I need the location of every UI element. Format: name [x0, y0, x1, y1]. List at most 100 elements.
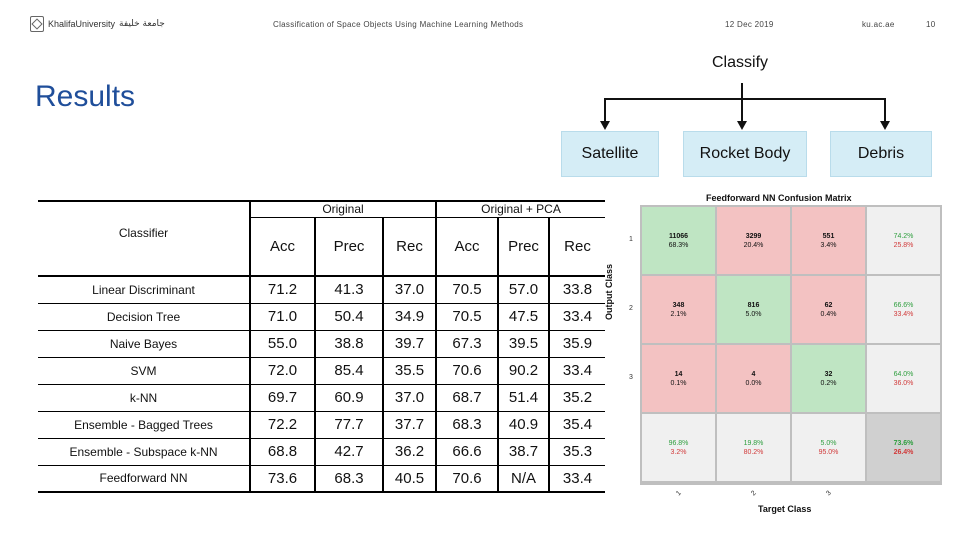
- metric-value: 71.2: [250, 275, 316, 303]
- logo-arabic-text: جامعة خليفة: [119, 19, 165, 29]
- cell-count: 14: [674, 370, 683, 378]
- metric-value: 39.5: [498, 329, 550, 357]
- cell-count: 551: [822, 232, 835, 240]
- cell-percent: 20.4%: [743, 241, 764, 249]
- confusion-cell: 5.0% 95.0%: [792, 414, 865, 481]
- class-box-satellite: Satellite: [561, 131, 659, 177]
- table-row: Feedforward NN 73.6 68.3 40.5 70.6 N/A 33.4: [38, 464, 605, 493]
- row-precision: 64.0%: [893, 370, 914, 378]
- confusion-cell: 14 0.1%: [642, 345, 715, 412]
- confusion-cell: 4 0.0%: [717, 345, 790, 412]
- class-box-debris: Debris: [830, 131, 932, 177]
- metric-header: Acc: [250, 217, 316, 276]
- metric-value: 90.2: [498, 356, 550, 384]
- classifier-name: k-NN: [38, 383, 251, 411]
- metric-value: 38.7: [498, 437, 550, 465]
- confusion-cell: 348 2.1%: [642, 276, 715, 343]
- cell-count: 62: [824, 301, 833, 309]
- confusion-cell: 64.0% 36.0%: [867, 345, 940, 412]
- cell-percent: 68.3%: [668, 241, 689, 249]
- cell-percent: 0.0%: [745, 379, 762, 387]
- table-row: k-NN 69.7 60.9 37.0 68.7 51.4 35.2: [38, 383, 605, 411]
- group-header-original-pca: Original + PCA: [436, 200, 605, 218]
- metric-value: 33.4: [549, 302, 605, 330]
- metric-value: 33.8: [549, 275, 605, 303]
- col-error: 95.0%: [818, 448, 839, 456]
- cell-percent: 3.4%: [820, 241, 837, 249]
- connector-line: [741, 98, 743, 122]
- classifier-name: SVM: [38, 356, 251, 384]
- table-row: Decision Tree 71.0 50.4 34.9 70.5 47.5 33.4: [38, 302, 605, 330]
- metric-header: Acc: [436, 217, 499, 276]
- diagram-root-label: Classify: [712, 54, 769, 71]
- table-metric-header-row: Acc Prec Rec Acc Prec Rec: [38, 217, 605, 276]
- metric-value: 60.9: [315, 383, 384, 411]
- cell-percent: 0.2%: [820, 379, 837, 387]
- cell-percent: 5.0%: [745, 310, 762, 318]
- presentation-date: 12 Dec 2019: [725, 20, 774, 29]
- x-class-label: 3: [825, 489, 833, 498]
- classifier-name: Ensemble - Subspace k-NN: [38, 437, 251, 465]
- overall-error: 26.4%: [893, 448, 914, 456]
- metric-value: 72.0: [250, 356, 316, 384]
- metric-value: 37.7: [383, 410, 437, 438]
- metric-value: 50.4: [315, 302, 384, 330]
- col-recall: 5.0%: [820, 439, 837, 447]
- table-group-header-row: Classifier Original Original + PCA: [38, 200, 605, 276]
- x-class-label: 1: [675, 489, 683, 498]
- metric-value: 72.2: [250, 410, 316, 438]
- confusion-cell: 73.6% 26.4%: [867, 414, 940, 481]
- metric-value: 35.2: [549, 383, 605, 411]
- metric-value: 38.8: [315, 329, 384, 357]
- metric-value: 37.0: [383, 383, 437, 411]
- row-error: 25.8%: [893, 241, 914, 249]
- cell-count: 3299: [745, 232, 762, 240]
- table-row: Ensemble - Subspace k-NN 68.8 42.7 36.2 66.6…: [38, 437, 605, 465]
- y-class-label: 1: [629, 236, 633, 243]
- confusion-matrix-title: Feedforward NN Confusion Matrix: [706, 193, 852, 203]
- metric-value: 66.6: [436, 437, 499, 465]
- cell-count: 348: [672, 301, 685, 309]
- metric-value: 34.9: [383, 302, 437, 330]
- metric-value: 35.3: [549, 437, 605, 465]
- metric-value: 39.7: [383, 329, 437, 357]
- cell-percent: 0.4%: [820, 310, 837, 318]
- col-error: 80.2%: [743, 448, 764, 456]
- logo-text: KhalifaUniversity: [48, 19, 116, 29]
- metric-value: 42.7: [315, 437, 384, 465]
- row-precision: 74.2%: [893, 232, 914, 240]
- col-recall: 19.8%: [743, 439, 764, 447]
- row-error: 36.0%: [893, 379, 914, 387]
- confusion-cell: 551 3.4%: [792, 207, 865, 274]
- table-row: SVM 72.0 85.4 35.5 70.6 90.2 33.4: [38, 356, 605, 384]
- y-class-label: 3: [629, 374, 633, 381]
- connector-line: [884, 98, 886, 122]
- metric-value: 71.0: [250, 302, 316, 330]
- group-header-original: Original: [250, 200, 437, 218]
- metric-value: 77.7: [315, 410, 384, 438]
- logo-icon: [30, 16, 44, 32]
- university-logo: KhalifaUniversity جامعة خليفة: [30, 16, 165, 32]
- arrow-icon: [737, 121, 747, 130]
- metric-value: 67.3: [436, 329, 499, 357]
- row-precision: 66.6%: [893, 301, 914, 309]
- metric-value: 68.7: [436, 383, 499, 411]
- table-row: Ensemble - Bagged Trees 72.2 77.7 37.7 68.3 4…: [38, 410, 605, 438]
- metric-value: 35.4: [549, 410, 605, 438]
- confusion-matrix-ylabel: Output Class: [604, 263, 614, 320]
- metric-value: 73.6: [250, 464, 316, 493]
- slide-title: Results: [35, 80, 136, 113]
- confusion-cell: 816 5.0%: [717, 276, 790, 343]
- metric-value: 69.7: [250, 383, 316, 411]
- y-class-label: 2: [629, 305, 633, 312]
- cell-percent: 0.1%: [670, 379, 687, 387]
- table-row: Linear Discriminant 71.2 41.3 37.0 70.5 57.0 3…: [38, 275, 605, 303]
- metric-value: 47.5: [498, 302, 550, 330]
- row-error: 33.4%: [893, 310, 914, 318]
- metric-value: 40.5: [383, 464, 437, 493]
- connector-line: [741, 83, 743, 99]
- metric-value: 70.5: [436, 275, 499, 303]
- metric-value: N/A: [498, 464, 550, 493]
- cell-count: 816: [747, 301, 760, 309]
- classifier-name: Feedforward NN: [38, 464, 251, 493]
